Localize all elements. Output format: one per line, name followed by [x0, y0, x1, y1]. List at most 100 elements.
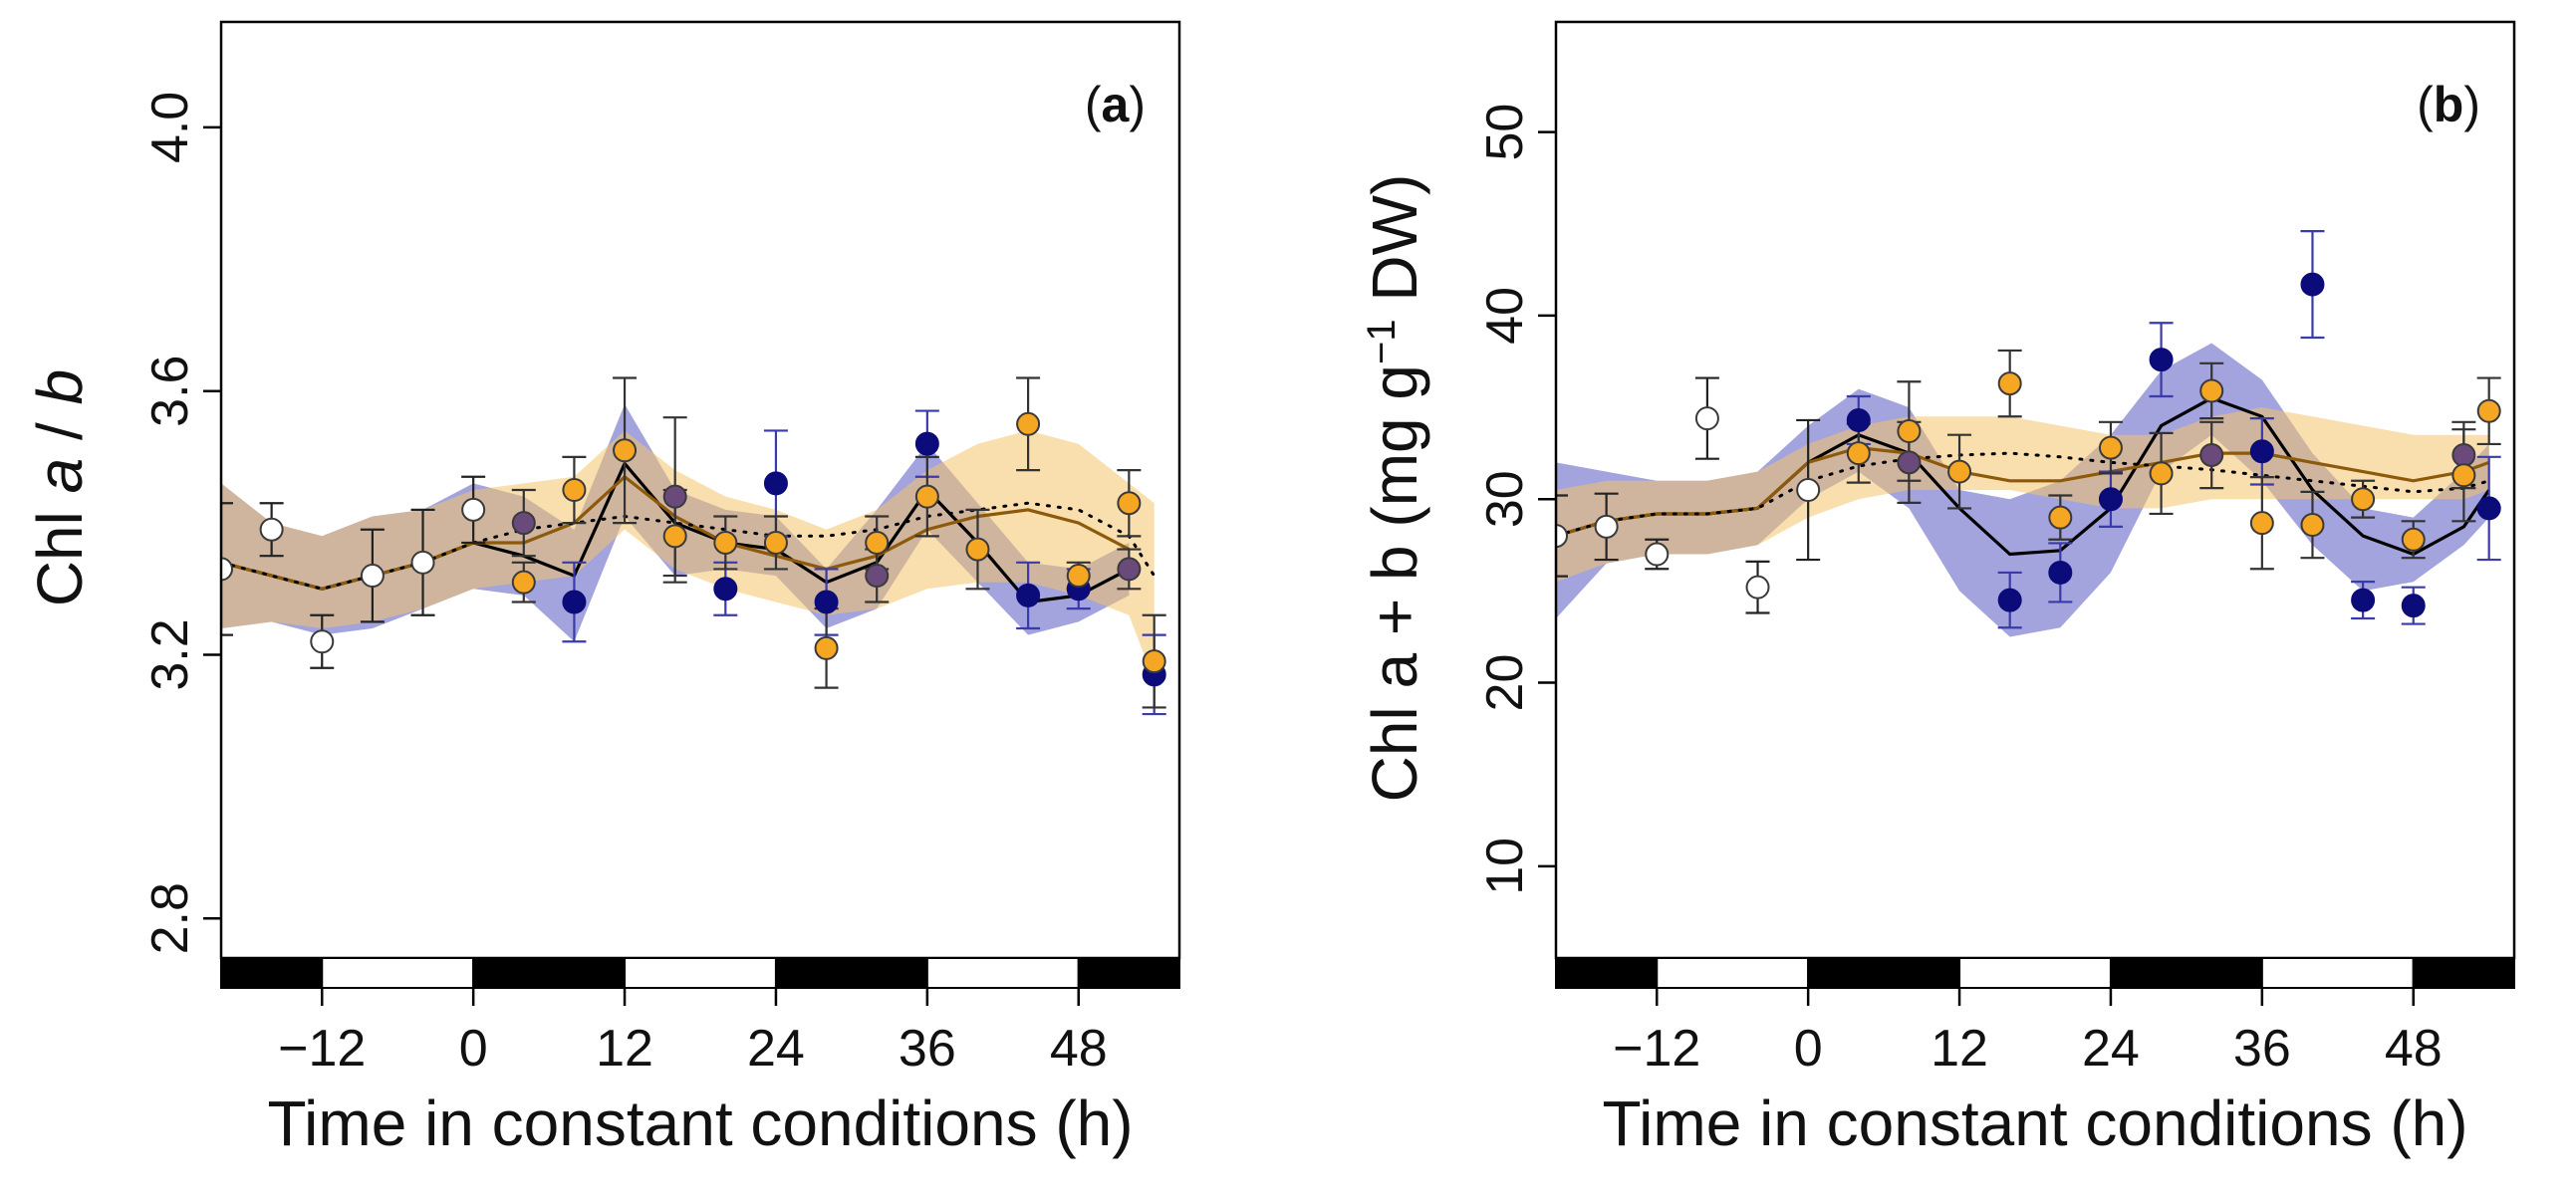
panel-a-point-orange [662, 524, 687, 549]
panel-a-point-orange [1016, 411, 1041, 436]
panel-b-y-tick-label: 20 [1476, 654, 1534, 712]
panel-a-y-ticks: 2.8 3.2 3.6 4.0 [141, 92, 221, 954]
panel-b-point-orange [2048, 505, 2073, 530]
panel-b-point-navy [2048, 560, 2073, 585]
panel-a-light-period [321, 957, 475, 989]
panel-a-point-navy [914, 431, 939, 456]
panel-b-plot-content [1556, 230, 2501, 637]
panel-b-point-navy [1846, 407, 1871, 432]
panel-a-point-orange [914, 484, 939, 509]
panel-a-point-orange [562, 478, 587, 502]
panel-a-point-navy [814, 590, 839, 614]
panel-b-dark-period [2109, 957, 2263, 989]
panel-b-point-orange [2401, 527, 2426, 552]
panel-b-light-dark-bar [1555, 957, 2515, 989]
panel-b-point-white [1745, 575, 1770, 600]
panel-a-point-white [221, 557, 233, 582]
panel-b-point-navy [2300, 272, 2325, 297]
panel-b-point-orange [2149, 461, 2174, 486]
panel-a-x-tick-label: 12 [596, 1020, 653, 1078]
panel-a-plot-content [221, 376, 1166, 716]
panel-b-point-white [1796, 478, 1821, 502]
panel-b-x-tick-label: −12 [1613, 1020, 1700, 1078]
panel-b-x-ticks: −12 0 12 24 36 48 [1613, 988, 2443, 1078]
panel-a-point-orange [865, 530, 890, 555]
panel-b-point-purple [1897, 450, 1922, 475]
panel-a-point-purple [1117, 557, 1142, 582]
panel-a-dark-period [774, 957, 928, 989]
panel-b-x-tick-label: 0 [1794, 1020, 1823, 1078]
panel-a-y-tick-label: 3.2 [141, 618, 199, 690]
panel-b-y-ticks: 10 20 30 40 50 [1476, 104, 1556, 895]
panel-b-point-white [1556, 524, 1568, 549]
panel-b-point-navy [2098, 487, 2123, 512]
panel-b-point-orange [2199, 378, 2224, 403]
panel-b-x-axis-label: Time in constant conditions (h) [1602, 1087, 2467, 1159]
panel-a-point-orange [613, 438, 638, 463]
panel-a-y-label-var-b: b [24, 369, 96, 405]
panel-b-point-orange [1897, 419, 1922, 444]
panel-a-y-label-var-a: a [24, 458, 96, 494]
panel-a-label: (a) [1085, 77, 1146, 132]
panel-b-point-white [1594, 514, 1619, 539]
panel-a-y-label-prefix: Chl [24, 493, 96, 606]
panel-a: −12 0 12 24 36 48 2.8 3.2 3.6 4.0 (a) Time in co… [24, 20, 1181, 1159]
panel-a-point-navy [1016, 583, 1041, 607]
panel-b-point-navy [2401, 594, 2426, 618]
panel-b-x-tick-label: 48 [2385, 1020, 2443, 1078]
panel-b-point-navy [1997, 588, 2022, 612]
panel-a-y-axis-label: Chl a / b [24, 369, 96, 606]
panel-a-x-axis-label: Time in constant conditions (h) [267, 1087, 1133, 1159]
panel-a-point-orange [763, 530, 788, 555]
panel-b-y-label-main: Chl a + b (mg g [1359, 364, 1430, 802]
panel-a-light-period [925, 957, 1080, 989]
panel-b-point-orange [1846, 441, 1871, 466]
panel-b-point-orange [1997, 371, 2022, 396]
panel-b-point-orange [1947, 459, 1972, 484]
panel-b-y-tick-label: 50 [1476, 104, 1534, 161]
panel-a-band-orange [221, 430, 1155, 681]
panel-a-dark-period [472, 957, 627, 989]
panel-b-point-white [1694, 406, 1719, 431]
panel-a-point-white [310, 629, 335, 654]
panel-b-y-tick-label: 40 [1476, 287, 1534, 345]
panel-b-point-orange [2098, 435, 2123, 460]
panel-b-label: (b) [2417, 77, 2480, 132]
panel-a-dark-period [220, 957, 324, 989]
panel-a-label-letter: a [1102, 77, 1131, 132]
panel-b-line-dotted-trend [1556, 451, 2491, 538]
panel-a-point-orange [511, 570, 536, 595]
panel-a-y-label-slash: / [24, 404, 96, 457]
panel-b-point-purple [2451, 442, 2476, 467]
panel-b-light-period [1958, 957, 2112, 989]
panel-b-label-letter: b [2434, 77, 2464, 132]
panel-a-point-orange [1142, 649, 1166, 674]
panel-a-x-tick-label: 24 [747, 1020, 805, 1078]
panel-a-y-tick-label: 4.0 [141, 92, 199, 163]
panel-b-point-white [1645, 542, 1670, 567]
panel-b-x-tick-label: 12 [1931, 1020, 1988, 1078]
panel-a-point-white [259, 517, 284, 542]
panel-a-point-white [410, 550, 435, 575]
panel-b-point-navy [2149, 348, 2174, 372]
panel-b-light-period [1656, 957, 1810, 989]
panel-b-clipped-layer [1556, 230, 2501, 637]
panel-a-light-dark-bar [220, 957, 1180, 989]
panel-b-y-label-superscript: −1 [1360, 319, 1404, 364]
panel-b-point-orange [2300, 513, 2325, 538]
panel-a-point-orange [1066, 564, 1091, 589]
panel-a-clipped-layer [221, 376, 1166, 716]
panel-a-point-white [360, 564, 385, 589]
panel-a-dark-period [1077, 957, 1180, 989]
panel-b-y-tick-label: 10 [1476, 838, 1534, 895]
panel-b-y-tick-label: 30 [1476, 470, 1534, 528]
panel-b-point-purple [2199, 442, 2224, 467]
panel-b-point-orange [2476, 398, 2501, 423]
panel-b-point-navy [2249, 439, 2274, 464]
panel-b-y-label-end: DW) [1359, 174, 1430, 320]
panel-b-errorbar [1556, 494, 1568, 578]
panel-a-x-ticks: −12 0 12 24 36 48 [278, 988, 1108, 1078]
panel-b-point-orange [2451, 463, 2476, 488]
panel-a-y-tick-label: 2.8 [141, 882, 199, 954]
